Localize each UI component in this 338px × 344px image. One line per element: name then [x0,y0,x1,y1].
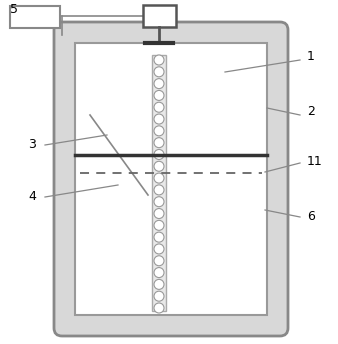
Circle shape [154,197,164,207]
Text: 3: 3 [28,138,36,151]
Circle shape [154,114,164,124]
Circle shape [154,232,164,242]
Circle shape [154,291,164,301]
Circle shape [154,55,164,65]
Circle shape [154,268,164,278]
Circle shape [154,221,164,230]
Circle shape [154,138,164,148]
Circle shape [154,208,164,218]
Bar [143,5,176,27]
Bar [75,43,267,315]
Text: 11: 11 [307,155,323,168]
Circle shape [154,79,164,89]
Circle shape [154,67,164,77]
Circle shape [154,303,164,313]
Text: 5: 5 [10,3,18,16]
Bar [10,6,60,28]
Text: 2: 2 [307,105,315,118]
Text: 4: 4 [28,190,36,203]
Text: 1: 1 [307,50,315,63]
Bar [152,55,166,311]
Circle shape [154,90,164,100]
Text: 6: 6 [307,210,315,223]
Circle shape [154,279,164,289]
Circle shape [154,185,164,195]
Circle shape [154,256,164,266]
Circle shape [154,173,164,183]
Circle shape [154,161,164,171]
Circle shape [154,102,164,112]
Circle shape [154,126,164,136]
Circle shape [154,244,164,254]
Circle shape [154,150,164,160]
FancyBboxPatch shape [54,22,288,336]
